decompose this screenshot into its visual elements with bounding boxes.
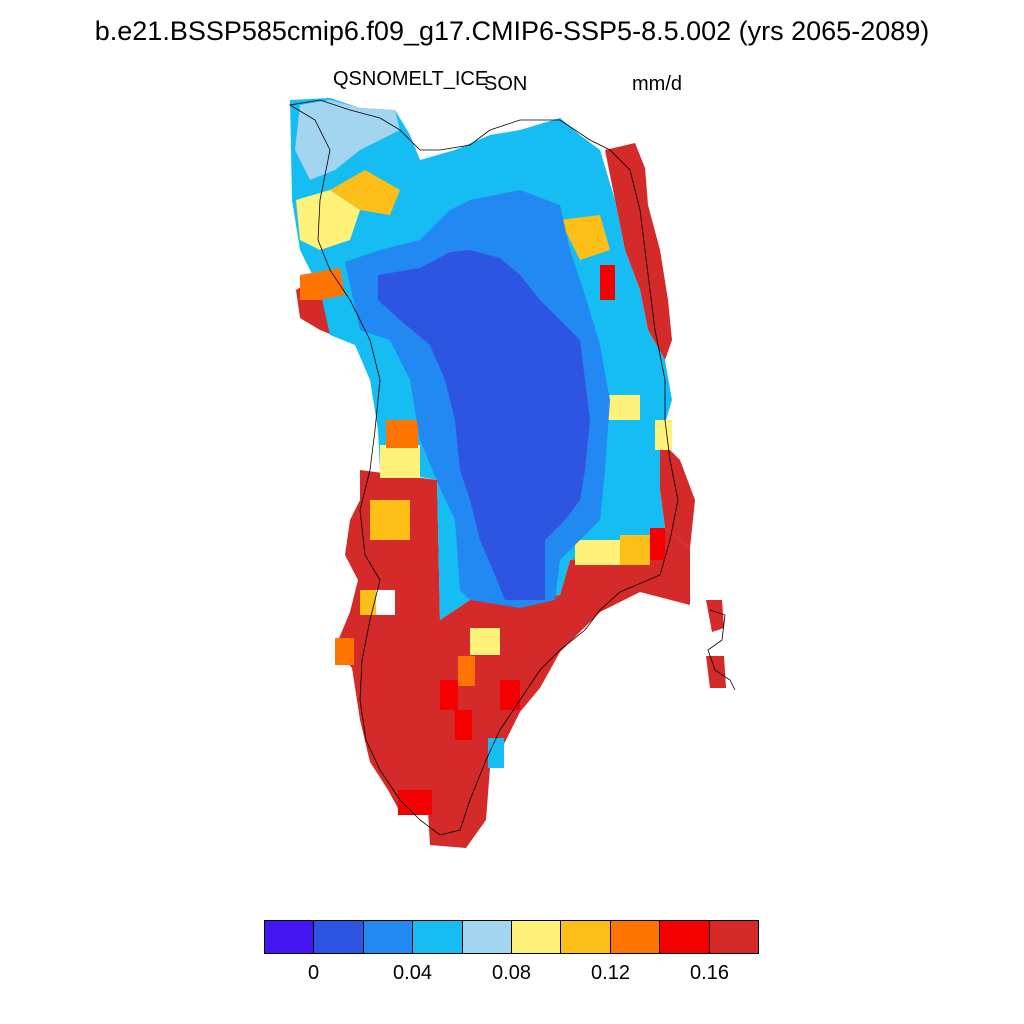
- colorbar-swatch: [413, 921, 463, 953]
- colorbar-swatch: [265, 921, 315, 953]
- colorbar-tick-label: 0.16: [690, 962, 729, 984]
- units-label: mm/d: [632, 73, 682, 95]
- colorbar-swatch: [660, 921, 710, 953]
- colorbar-swatch: [610, 921, 661, 953]
- colorbar-swatch: [314, 921, 364, 953]
- colorbar-tick-label: 0.04: [393, 962, 432, 984]
- colorbar-swatch: [512, 921, 562, 953]
- coastline: [288, 99, 679, 836]
- coastline-island: [707, 609, 736, 691]
- colorbar-swatch: [462, 921, 513, 953]
- variable-label: QSNOMELT_ICE: [333, 68, 489, 90]
- colorbar-swatch: [561, 921, 611, 953]
- colorbar-tick-label: 0: [307, 962, 320, 984]
- colorbar-tick-label: 0.12: [591, 962, 630, 984]
- chart-title: b.e21.BSSP585cmip6.f09_g17.CMIP6-SSP5-8.…: [94, 16, 930, 46]
- colorbar-tick-label: 0.08: [492, 962, 531, 984]
- colorbar-swatch: [709, 921, 759, 953]
- colorbar: [264, 920, 759, 954]
- colorbar-swatch: [363, 921, 414, 953]
- low-melt-interior: [345, 190, 610, 608]
- season-label: SON: [484, 73, 528, 95]
